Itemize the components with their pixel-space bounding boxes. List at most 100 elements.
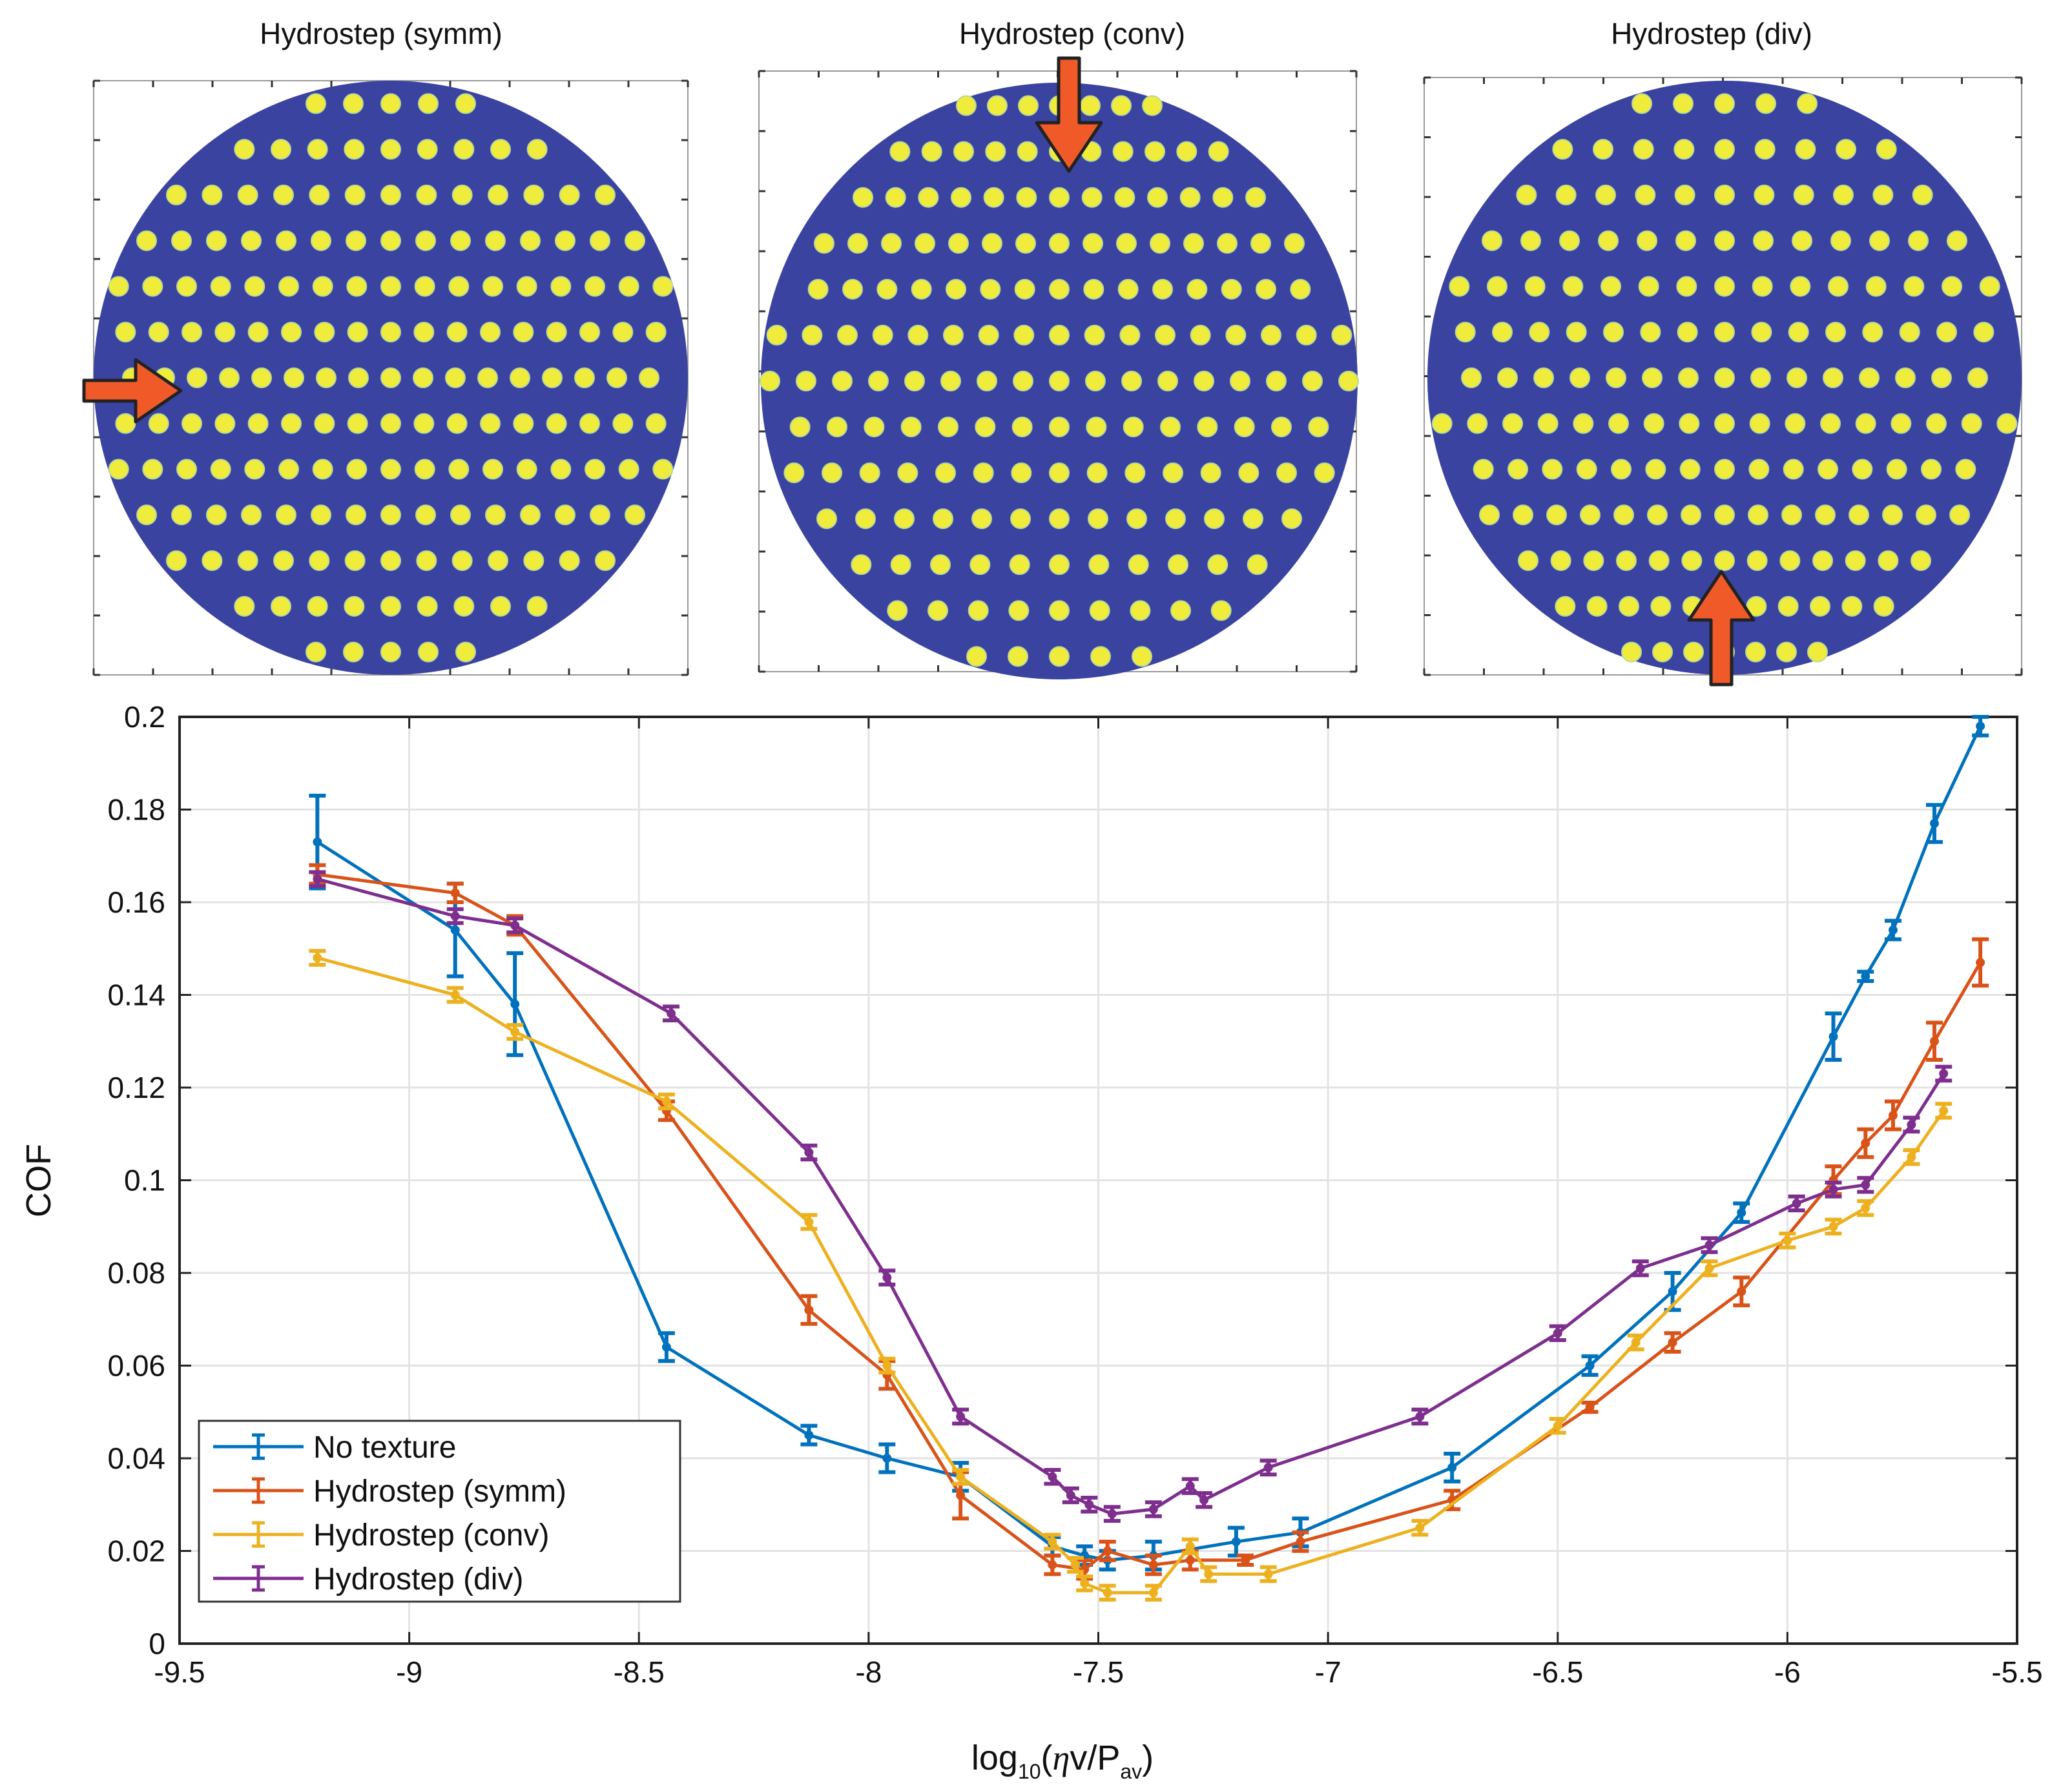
dimple bbox=[1128, 554, 1149, 575]
dimple bbox=[1973, 322, 1994, 343]
dimple bbox=[1150, 232, 1170, 254]
dimple bbox=[1533, 367, 1554, 388]
dimple bbox=[490, 595, 511, 617]
dimple bbox=[115, 322, 136, 343]
panel-conv-dimples bbox=[760, 95, 1359, 667]
dimple bbox=[1836, 139, 1856, 160]
dimple bbox=[943, 324, 964, 346]
dimple bbox=[314, 413, 335, 434]
y-tick-label: 0.1 bbox=[124, 1164, 165, 1197]
dimple bbox=[1121, 371, 1142, 391]
data-point bbox=[1204, 1569, 1214, 1579]
dimple bbox=[1308, 417, 1329, 438]
dimple bbox=[1126, 508, 1147, 530]
x-tick-label: -6 bbox=[1774, 1655, 1801, 1689]
data-point bbox=[882, 1361, 892, 1370]
data-point bbox=[1704, 1240, 1714, 1250]
dimple bbox=[380, 184, 401, 205]
legend-label: No texture bbox=[313, 1431, 456, 1465]
dimple bbox=[1683, 641, 1704, 663]
dimple bbox=[1152, 278, 1173, 300]
dimple bbox=[1234, 417, 1255, 438]
data-point bbox=[1704, 1263, 1714, 1273]
dimple bbox=[1204, 508, 1225, 530]
series-line bbox=[316, 956, 1945, 1595]
dimple bbox=[176, 276, 197, 297]
dimple bbox=[1926, 413, 1947, 434]
data-point bbox=[956, 1412, 966, 1421]
dimple bbox=[480, 322, 501, 343]
dimple bbox=[1790, 276, 1811, 297]
dimple bbox=[314, 322, 335, 343]
dimple bbox=[1859, 367, 1880, 388]
dimple bbox=[968, 600, 989, 621]
dimple bbox=[1284, 232, 1305, 254]
x-tick-label: -9 bbox=[396, 1655, 422, 1689]
dimple bbox=[344, 184, 366, 205]
data-point bbox=[1861, 971, 1870, 981]
dimple bbox=[455, 641, 476, 663]
dimple bbox=[344, 139, 365, 160]
dimple bbox=[1010, 508, 1031, 530]
dimple bbox=[1872, 184, 1894, 205]
dimple bbox=[202, 184, 223, 205]
dimple bbox=[546, 322, 567, 343]
dimple bbox=[796, 371, 816, 391]
dimple bbox=[1011, 462, 1032, 484]
dimple bbox=[1520, 230, 1541, 251]
dimple bbox=[311, 230, 331, 251]
dimple bbox=[380, 641, 401, 663]
x-tick-label: -7 bbox=[1315, 1655, 1342, 1689]
dimple bbox=[1114, 187, 1135, 208]
dimple bbox=[1431, 413, 1453, 434]
dimple bbox=[1049, 371, 1070, 391]
dimple bbox=[1823, 367, 1843, 388]
data-point bbox=[1185, 1542, 1195, 1551]
dimple bbox=[1088, 554, 1110, 575]
dimple bbox=[445, 367, 466, 388]
dimple bbox=[1912, 184, 1933, 205]
dimple bbox=[526, 595, 548, 617]
dimple bbox=[312, 459, 333, 480]
dimple bbox=[851, 554, 872, 575]
dimple bbox=[956, 95, 977, 116]
dimple bbox=[1882, 504, 1903, 526]
dimple bbox=[418, 641, 439, 663]
dimple bbox=[1878, 550, 1899, 572]
data-point bbox=[1939, 1069, 1949, 1079]
dimple bbox=[1788, 322, 1809, 343]
dimple bbox=[837, 324, 858, 346]
dimple bbox=[1492, 322, 1513, 343]
data-point bbox=[1048, 1472, 1057, 1482]
dimple bbox=[176, 459, 197, 480]
dimple bbox=[171, 504, 192, 526]
dimple bbox=[760, 371, 780, 391]
dimple bbox=[1013, 324, 1035, 346]
dimple bbox=[1855, 413, 1876, 434]
dimple bbox=[210, 459, 231, 480]
dimple bbox=[652, 459, 674, 480]
dimple bbox=[1155, 324, 1176, 346]
dimple bbox=[306, 641, 326, 663]
dimple bbox=[115, 413, 136, 434]
dimple bbox=[1793, 184, 1814, 205]
dimple bbox=[1559, 230, 1580, 251]
y-axis-ticks: 0 0.02 0.04 0.06 0.08 0.1 0.12 0.14 0.16 0.18 0.2 bbox=[107, 700, 2017, 1660]
dimple bbox=[1473, 459, 1494, 480]
dimple bbox=[244, 459, 265, 480]
dimple bbox=[1165, 508, 1186, 530]
dimple bbox=[1449, 276, 1470, 297]
dimple bbox=[1714, 413, 1735, 434]
dimple bbox=[415, 230, 436, 251]
data-point bbox=[1263, 1463, 1273, 1472]
dimple bbox=[585, 276, 605, 297]
x-tick-label: -9.5 bbox=[154, 1655, 205, 1689]
data-point bbox=[1231, 1537, 1241, 1547]
dimple bbox=[1086, 462, 1108, 484]
panel-conv-arrow-icon bbox=[1035, 56, 1103, 173]
dimple bbox=[1197, 417, 1218, 438]
dimple bbox=[380, 139, 401, 160]
dimple bbox=[1124, 462, 1146, 484]
dimple bbox=[1754, 139, 1776, 160]
series-3 bbox=[309, 870, 1953, 1523]
